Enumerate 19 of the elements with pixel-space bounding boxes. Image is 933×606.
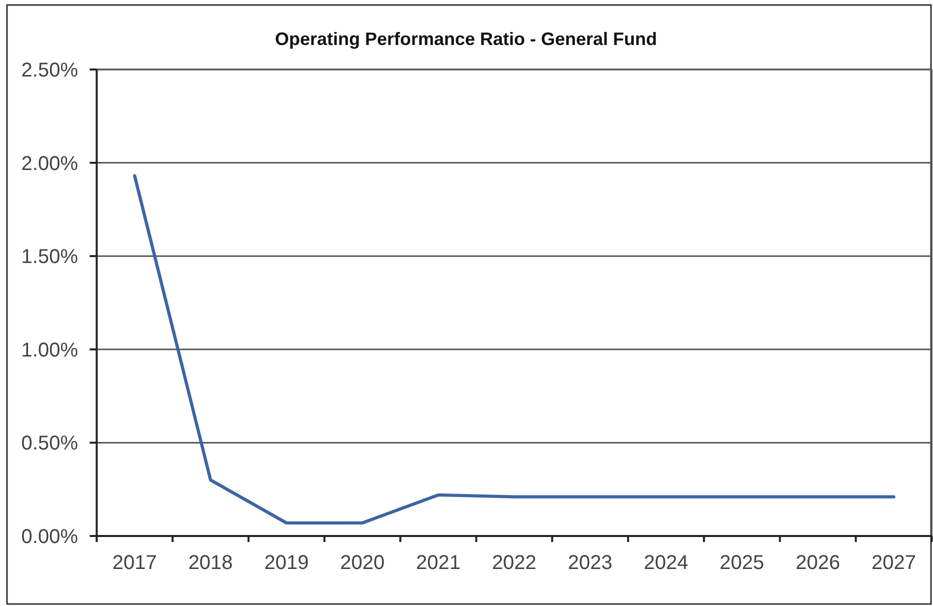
y-tick-label: 1.50% [21,246,78,268]
x-tick-label: 2020 [340,552,385,574]
x-tick-label: 2027 [871,552,916,574]
x-tick-label: 2024 [644,552,688,574]
y-tick-label: 0.00% [21,526,78,548]
y-tick-label: 1.00% [21,339,78,362]
x-tick-label: 2021 [416,552,461,574]
x-tick-label: 2019 [264,552,309,574]
x-tick-label: 2017 [112,552,157,574]
chart-title: Operating Performance Ratio - General Fund [274,29,658,49]
x-tick-label: 2025 [720,552,764,574]
y-tick-label: 2.00% [21,152,78,175]
x-tick-label: 2022 [492,552,536,574]
x-tick-label: 2026 [796,552,840,574]
y-tick-label: 2.50% [21,60,78,82]
x-tick-label: 2023 [568,552,612,574]
y-tick-label: 0.50% [21,432,78,455]
x-tick-label: 2018 [188,552,233,574]
line-series [133,174,896,525]
